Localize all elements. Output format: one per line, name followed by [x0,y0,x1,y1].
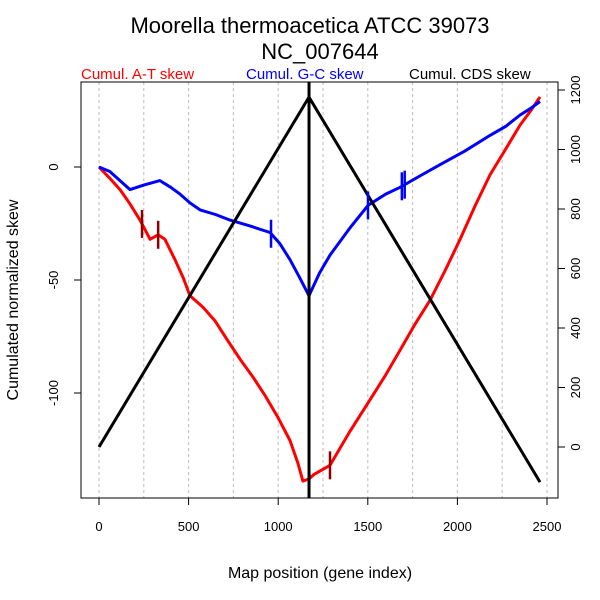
chart-title-line-2: NC_007644 [261,39,378,64]
x-tick-label: 1000 [264,519,293,534]
y-axis-title: Cumulated normalized skew [5,199,22,400]
legend-gc-skew: Cumul. G-C skew [246,66,364,83]
x-tick-label: 2000 [443,519,472,534]
chart-title-line-1: Moorella thermoacetica ATCC 39073 [130,13,489,38]
y2-tick-label: 1200 [568,76,583,105]
x-axis-title: Map position (gene index) [228,565,412,582]
series-at-skew-line [97,96,542,483]
series-layer [97,82,542,498]
y-axis-right: 0 200 400 600 800 1000 1200 [558,76,583,451]
plot-frame [80,81,559,499]
y2-tick-label: 600 [568,258,583,280]
x-tick-label: 0 [95,519,102,534]
y2-tick-label: 200 [568,377,583,399]
legend-cds-skew: Cumul. CDS skew [409,66,531,83]
x-tick-label: 500 [178,519,200,534]
series-gc-skew-line [98,100,541,298]
grid-lines [98,82,548,498]
legend-at-skew: Cumul. A-T skew [81,66,194,83]
x-tick-label: 2500 [533,519,562,534]
x-tick-label: 1500 [353,519,382,534]
y-tick-label: -100 [46,380,61,406]
markers-layer [140,170,406,480]
y2-tick-label: 400 [568,317,583,339]
y-axis-left: 0 -50 -100 [46,163,81,406]
x-axis: 0 500 1000 1500 2000 2500 [95,497,562,534]
y2-tick-label: 1000 [568,135,583,164]
y-tick-label: -50 [46,271,61,290]
series-cds-skew-line [97,95,542,483]
y2-tick-label: 0 [568,443,583,450]
y2-tick-label: 800 [568,198,583,220]
y-tick-label: 0 [46,163,61,170]
